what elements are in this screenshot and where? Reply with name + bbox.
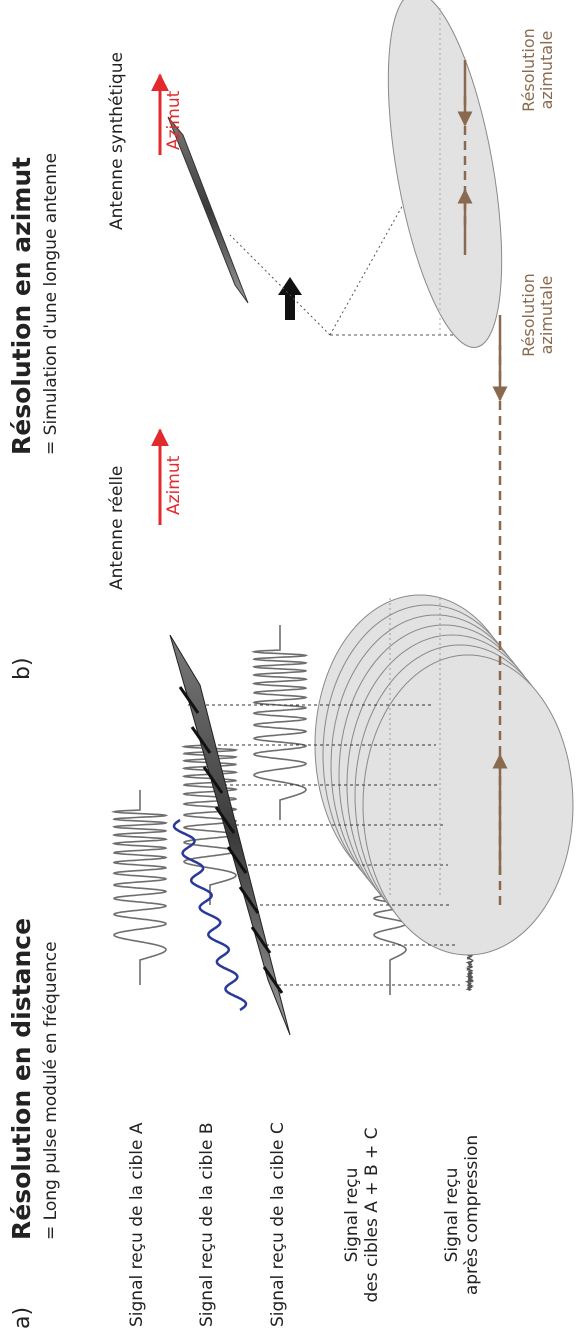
signal-sum-line2: des cibles A + B + C (361, 1127, 382, 1303)
signal-comp-line1: Signal reçu (442, 1167, 462, 1263)
signal-sum-label: Signal reçu des cibles A + B + C (342, 1125, 382, 1305)
signal-c-label: Signal reçu de la cible C (268, 1122, 288, 1327)
signal-comp-line2: après compression (461, 1134, 482, 1296)
resolution-1-line1: Résolution (519, 273, 538, 357)
real-antenna-bar (169, 634, 291, 1036)
panel-b-subtitle: = Simulation d'une longue antenne (41, 152, 61, 455)
synthetic-footprint (387, 0, 503, 348)
real-antenna-group (151, 315, 574, 1036)
real-antenna-label: Antenne réelle (107, 465, 127, 590)
resolution-2-line1: Résolution (519, 28, 538, 112)
panel-b-title: Résolution en azimut (7, 156, 36, 455)
resolution-label-2: Résolution azimutale (519, 10, 556, 130)
signal-sum-line1: Signal reçu (342, 1167, 362, 1263)
resolution-1-line2: azimutale (536, 275, 556, 355)
panel-a-subtitle: = Long pulse modulé en fréquence (41, 941, 61, 1240)
resolution-2-line2: azimutale (536, 30, 556, 110)
azimuth-label-1: Azimut (164, 455, 184, 515)
synthetic-antenna-bar (167, 116, 249, 304)
panel-a-title: Résolution en distance (7, 917, 36, 1240)
signal-a-waveform (111, 790, 169, 985)
resolution-label-1: Résolution azimutale (519, 255, 556, 375)
signal-a-label: Signal reçu de la cible A (127, 1122, 147, 1328)
beam-lines (188, 704, 460, 986)
signal-comp-label: Signal reçu après compression (442, 1125, 482, 1305)
panel-a-label: a) (10, 1306, 35, 1329)
beam-footprints (314, 594, 574, 956)
panel-b-label: b) (10, 657, 35, 680)
signal-b-waveform (181, 730, 239, 905)
pulse-train (172, 818, 248, 1012)
signal-b-label: Signal reçu de la cible B (197, 1122, 217, 1327)
transform-arrow (278, 277, 302, 320)
synthetic-antenna-group (151, 0, 503, 348)
azimuth-label-2: Azimut (164, 90, 184, 150)
signal-c-waveform (251, 625, 309, 820)
synthetic-antenna-label: Antenne synthétique (107, 52, 127, 230)
